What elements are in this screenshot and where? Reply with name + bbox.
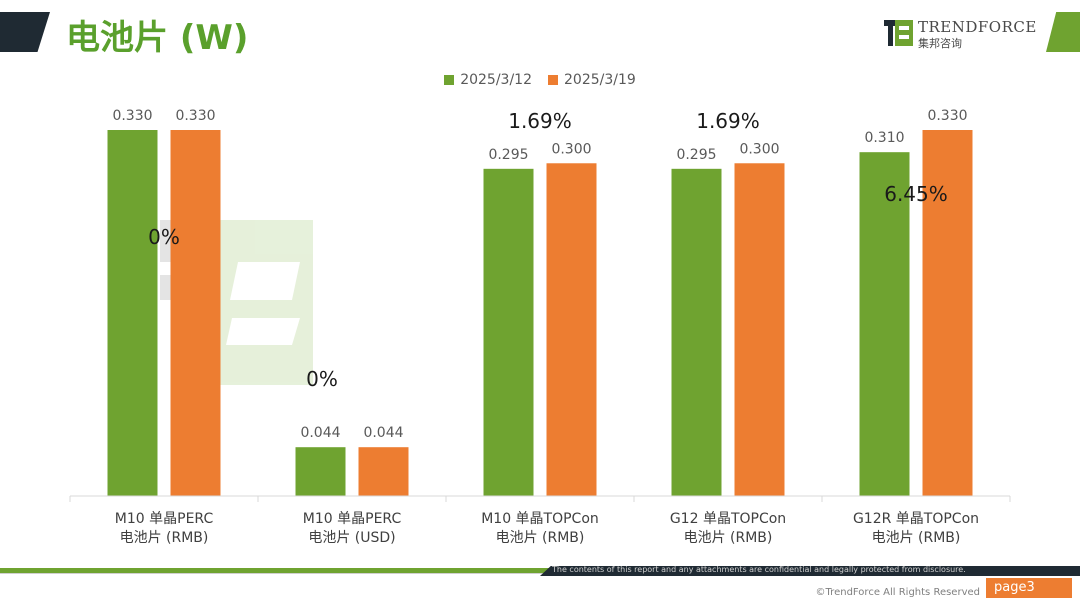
bar-value-label: 0.295 bbox=[676, 147, 716, 163]
bar-2 bbox=[546, 163, 597, 497]
legend-swatch-series-2 bbox=[548, 75, 558, 85]
footer-accent-dark bbox=[540, 566, 1080, 576]
category-labels-group: M10 单晶PERC 电池片 (RMB) M10 单晶PERC 电池片 (USD) M1… bbox=[115, 511, 979, 546]
category-label: G12 单晶TOPCon bbox=[670, 511, 786, 527]
category-label: M10 单晶PERC bbox=[303, 511, 402, 527]
bar-2 bbox=[734, 163, 785, 497]
category-label: 电池片 (RMB) bbox=[684, 530, 773, 546]
bar-value-label: 0.310 bbox=[864, 130, 904, 146]
brand-subtitle: 集邦咨询 bbox=[918, 37, 962, 50]
bar-value-label: 0.044 bbox=[363, 425, 403, 441]
bar-value-label: 0.295 bbox=[488, 147, 528, 163]
bar-1 bbox=[483, 168, 534, 496]
bar-value-label: 0.330 bbox=[927, 108, 967, 124]
page-title: 电池片 (W) bbox=[66, 18, 249, 58]
change-percent-label: 1.69% bbox=[508, 109, 572, 133]
category-label: M10 单晶PERC bbox=[115, 511, 214, 527]
footer-accent-green bbox=[0, 568, 560, 573]
bar-1 bbox=[859, 152, 910, 496]
bar-2 bbox=[170, 130, 221, 496]
trendforce-logo: TRENDFORCE 集邦咨询 bbox=[884, 16, 1036, 50]
x-axis-ticks bbox=[69, 496, 1011, 502]
change-percent-label: 1.69% bbox=[696, 109, 760, 133]
bar-1 bbox=[671, 168, 722, 496]
bar-1 bbox=[295, 447, 346, 496]
bar-value-label: 0.044 bbox=[300, 425, 340, 441]
data-labels-group: 0.330 0.330 0% 0.044 0.044 0% 0.295 0.300 1.69% 0… bbox=[112, 108, 967, 441]
legend-label-series-2: 2025/3/19 bbox=[564, 72, 636, 88]
bar-value-label: 0.300 bbox=[739, 141, 779, 157]
bar-value-label: 0.300 bbox=[551, 141, 591, 157]
bar-2 bbox=[922, 130, 973, 496]
legend-item-series-2: 2025/3/19 bbox=[548, 72, 636, 88]
bar-value-label: 0.330 bbox=[175, 108, 215, 124]
chart-legend: 2025/3/12 2025/3/19 bbox=[0, 72, 1080, 88]
page-number-badge: page3 bbox=[986, 578, 1072, 598]
legend-swatch-series-1 bbox=[444, 75, 455, 85]
bar-1 bbox=[107, 130, 158, 496]
change-percent-label: 0% bbox=[148, 225, 180, 249]
trendforce-logo-icon bbox=[884, 20, 913, 46]
legend-label-series-1: 2025/3/12 bbox=[460, 72, 532, 88]
footer-disclaimer: The contents of this report and any atta… bbox=[552, 565, 966, 574]
category-label: M10 单晶TOPCon bbox=[481, 511, 599, 527]
bars-group bbox=[107, 130, 973, 497]
footer-copyright: ©TrendForce All Rights Reserved bbox=[815, 587, 980, 598]
bar-value-label: 0.330 bbox=[112, 108, 152, 124]
change-percent-label: 0% bbox=[306, 367, 338, 391]
brand-name: TRENDFORCE bbox=[918, 18, 1037, 36]
category-label: 电池片 (RMB) bbox=[872, 530, 961, 546]
category-label: G12R 单晶TOPCon bbox=[853, 511, 979, 527]
category-label: 电池片 (USD) bbox=[308, 530, 395, 546]
change-percent-label: 6.45% bbox=[884, 182, 948, 206]
legend-item-series-1: 2025/3/12 bbox=[444, 72, 532, 88]
bar-2 bbox=[358, 447, 409, 496]
category-label: 电池片 (RMB) bbox=[496, 530, 585, 546]
category-label: 电池片 (RMB) bbox=[120, 530, 209, 546]
